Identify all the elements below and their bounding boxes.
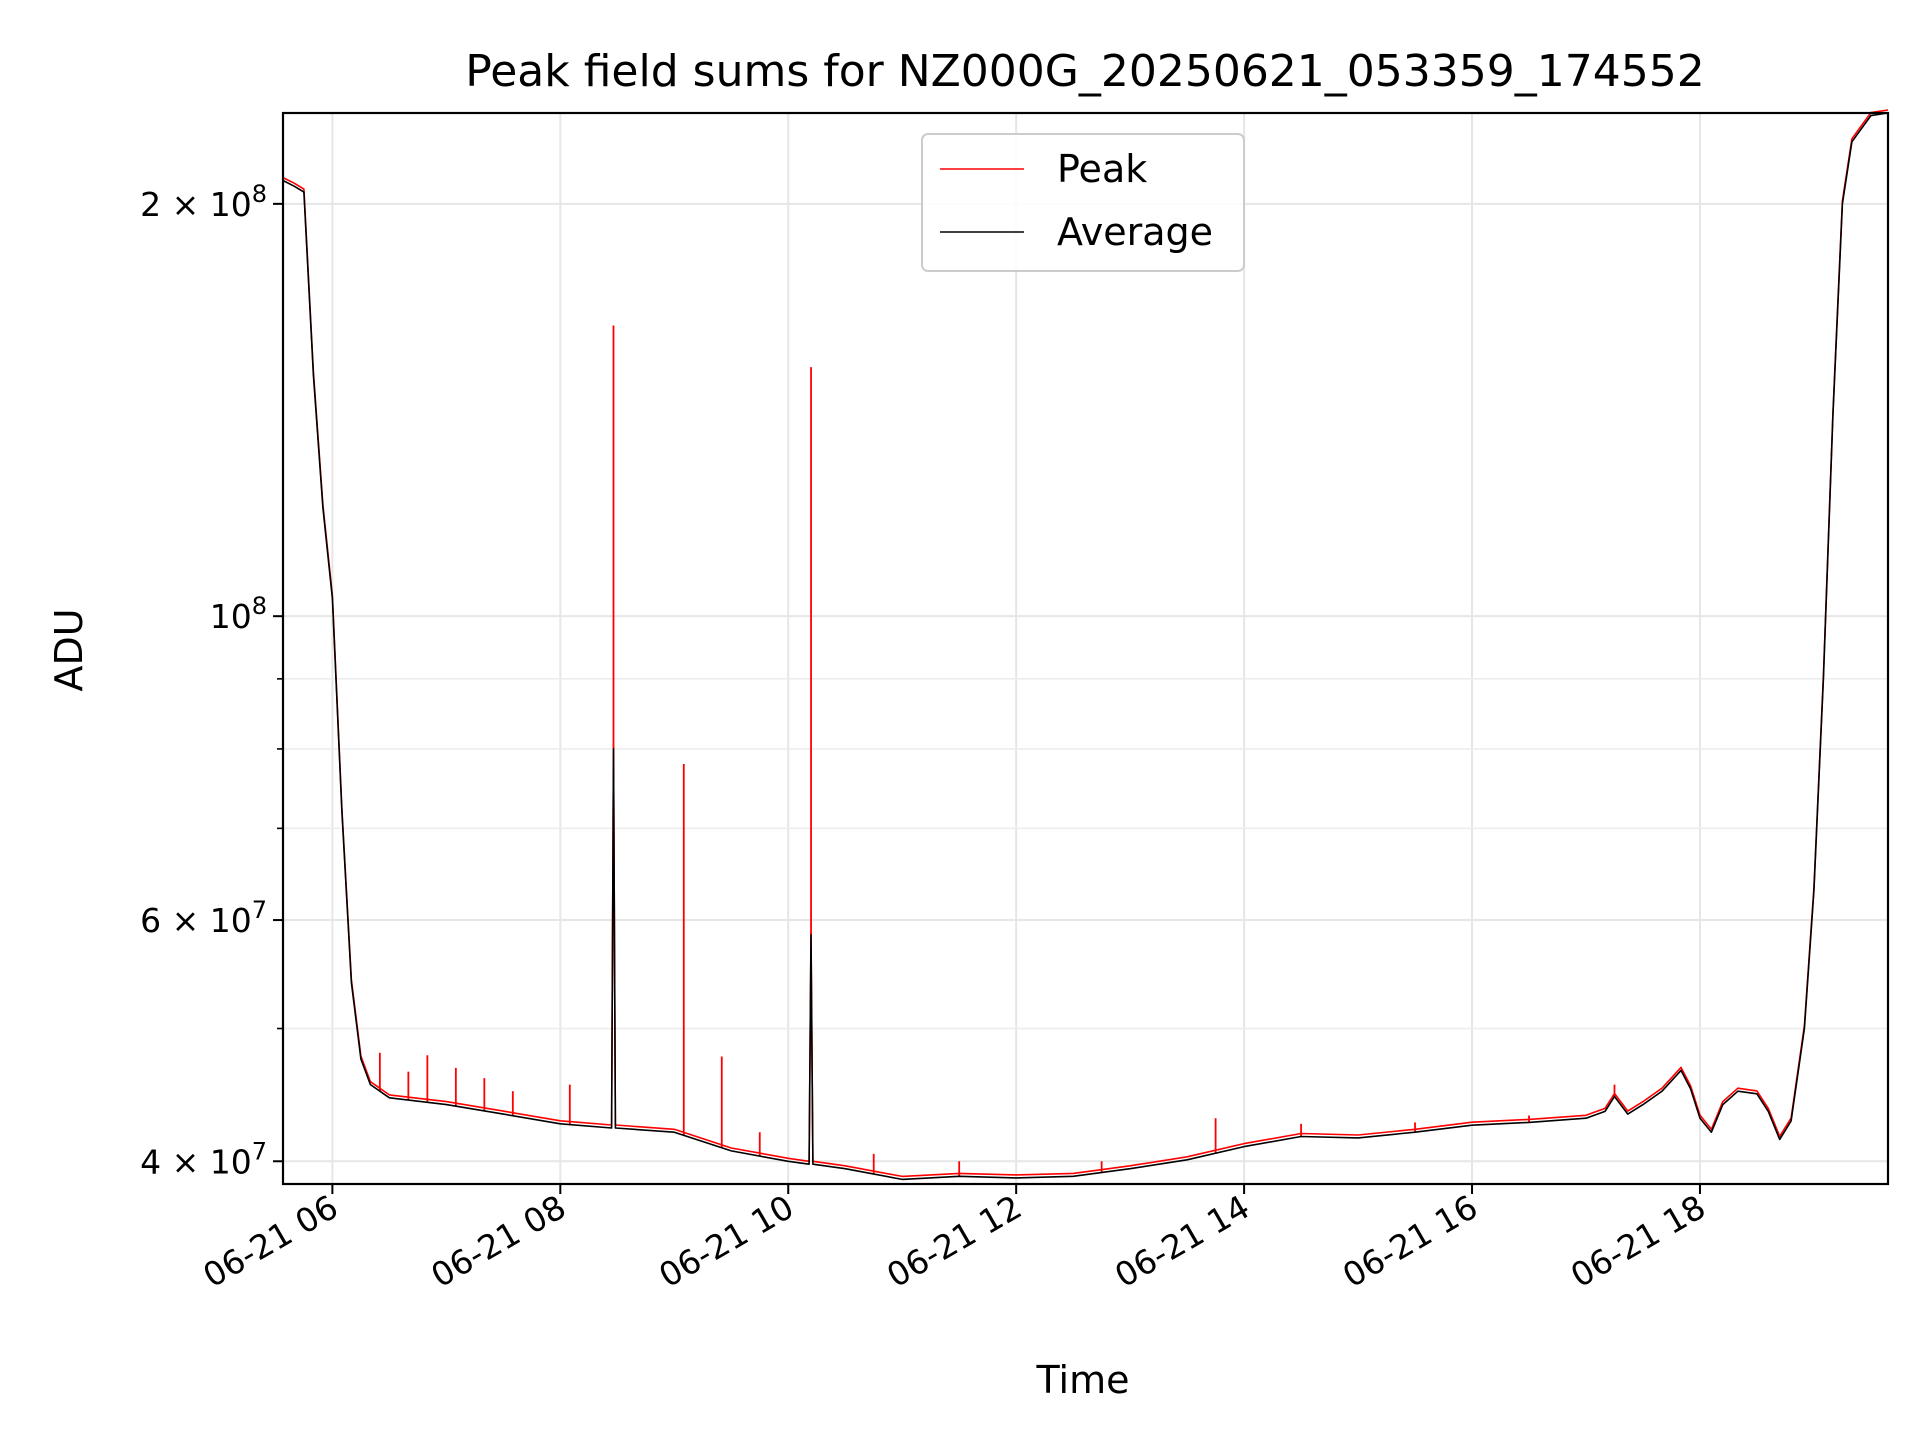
legend-label-peak: Peak [1057, 147, 1147, 191]
x-axis-ticks: 06-21 06 06-21 08 06-21 10 06-21 12 06-21 14… [196, 1184, 1712, 1295]
x-axis-label: Time [1036, 1358, 1130, 1402]
x-tick-label: 06-21 12 [880, 1187, 1028, 1295]
y-tick-label: 2 × 108 [140, 180, 267, 224]
chart-title: Peak field sums for NZ000G_20250621_0533… [465, 46, 1704, 97]
x-tick-label: 06-21 16 [1336, 1187, 1484, 1295]
series-line-average [282, 112, 1889, 1181]
y-axis-ticks: 4 × 107 6 × 107 108 2 × 108 [140, 180, 283, 1181]
grid-lines [283, 113, 1888, 1184]
y-tick-label: 6 × 107 [140, 896, 267, 940]
x-tick-label: 06-21 08 [424, 1187, 572, 1295]
x-tick-label: 06-21 14 [1108, 1187, 1256, 1295]
y-tick-label: 108 [210, 592, 267, 636]
x-tick-label: 06-21 10 [652, 1187, 800, 1295]
y-tick-label: 4 × 107 [140, 1137, 267, 1181]
series-layer [282, 109, 1889, 1181]
x-tick-label: 06-21 18 [1564, 1187, 1712, 1295]
y-axis-label: ADU [47, 608, 91, 691]
legend-label-average: Average [1057, 210, 1213, 254]
x-tick-label: 06-21 06 [196, 1187, 344, 1295]
legend: Peak Average [921, 133, 1245, 272]
plot-frame [281, 111, 1890, 1186]
